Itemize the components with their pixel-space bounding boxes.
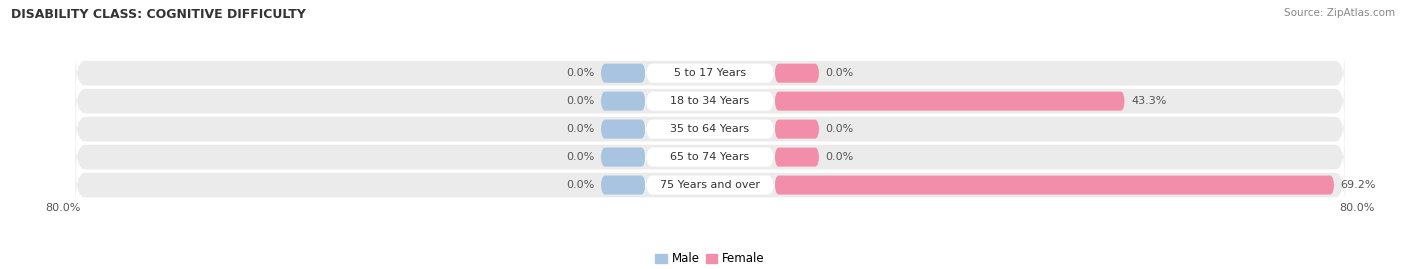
Text: 0.0%: 0.0% <box>567 96 595 106</box>
FancyBboxPatch shape <box>645 144 775 170</box>
FancyBboxPatch shape <box>76 52 1344 94</box>
Text: 5 to 17 Years: 5 to 17 Years <box>673 68 747 78</box>
FancyBboxPatch shape <box>645 116 775 142</box>
FancyBboxPatch shape <box>645 60 775 86</box>
Text: Source: ZipAtlas.com: Source: ZipAtlas.com <box>1284 8 1395 18</box>
FancyBboxPatch shape <box>76 136 1344 178</box>
FancyBboxPatch shape <box>76 108 1344 150</box>
Text: 69.2%: 69.2% <box>1341 180 1376 190</box>
FancyBboxPatch shape <box>76 80 1344 122</box>
FancyBboxPatch shape <box>645 88 775 114</box>
FancyBboxPatch shape <box>645 172 775 198</box>
Text: 35 to 64 Years: 35 to 64 Years <box>671 124 749 134</box>
Text: 0.0%: 0.0% <box>567 152 595 162</box>
FancyBboxPatch shape <box>775 176 1334 194</box>
Text: 75 Years and over: 75 Years and over <box>659 180 761 190</box>
FancyBboxPatch shape <box>775 64 820 83</box>
Text: DISABILITY CLASS: COGNITIVE DIFFICULTY: DISABILITY CLASS: COGNITIVE DIFFICULTY <box>11 8 307 21</box>
Text: 0.0%: 0.0% <box>567 180 595 190</box>
Text: 0.0%: 0.0% <box>825 152 853 162</box>
FancyBboxPatch shape <box>600 92 645 111</box>
Text: 18 to 34 Years: 18 to 34 Years <box>671 96 749 106</box>
Text: 0.0%: 0.0% <box>567 124 595 134</box>
Text: 0.0%: 0.0% <box>825 68 853 78</box>
FancyBboxPatch shape <box>600 148 645 167</box>
Text: 43.3%: 43.3% <box>1132 96 1167 106</box>
Legend: Male, Female: Male, Female <box>651 248 769 269</box>
Text: 0.0%: 0.0% <box>825 124 853 134</box>
FancyBboxPatch shape <box>775 92 1125 111</box>
Text: 0.0%: 0.0% <box>567 68 595 78</box>
FancyBboxPatch shape <box>76 164 1344 206</box>
FancyBboxPatch shape <box>775 120 820 139</box>
FancyBboxPatch shape <box>600 176 645 194</box>
FancyBboxPatch shape <box>600 64 645 83</box>
FancyBboxPatch shape <box>775 148 820 167</box>
FancyBboxPatch shape <box>600 120 645 139</box>
Text: 65 to 74 Years: 65 to 74 Years <box>671 152 749 162</box>
